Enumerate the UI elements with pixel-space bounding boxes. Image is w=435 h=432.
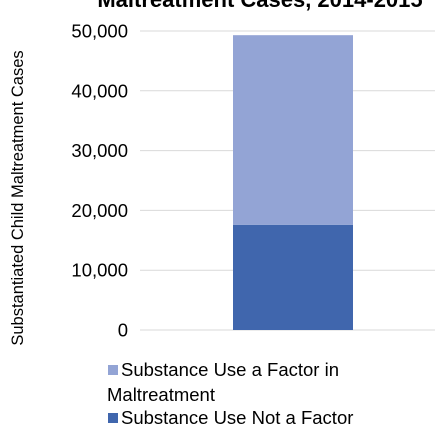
legend-label-substance-use-factor-line1: Substance Use a Factor in [121,359,339,380]
y-tick-label: 20,000 [71,200,128,221]
y-tick-label: 10,000 [71,260,128,281]
y-tick-label: 0 [118,320,128,341]
legend-item-substance-use-not-factor: Substance Use Not a Factor [108,407,353,428]
legend-label-substance-use-not-factor: Substance Use Not a Factor [121,407,353,428]
y-tick-label: 40,000 [71,80,128,101]
chart-title: Maltreatment Cases, 2014-2015 [97,0,422,12]
legend: Substance Use a Factor in Maltreatment S… [107,359,353,428]
legend-label-substance-use-factor-line2: Maltreatment [107,384,215,405]
bar-segment-substance-use-not-factor [233,224,353,330]
bar-segment-substance-use-factor [233,35,353,225]
legend-item-substance-use-factor: Substance Use a Factor in Maltreatment [107,359,339,405]
y-tick-label: 30,000 [71,140,128,161]
y-axis-ticks: 0 10,000 20,000 30,000 40,000 50,000 [71,21,128,341]
y-axis-label: Substantiated Child Maltreatment Cases [9,50,27,345]
y-tick-label: 50,000 [71,21,128,42]
legend-swatch-substance-use-factor [108,365,118,375]
legend-swatch-substance-use-not-factor [108,413,118,423]
bars [233,35,353,330]
